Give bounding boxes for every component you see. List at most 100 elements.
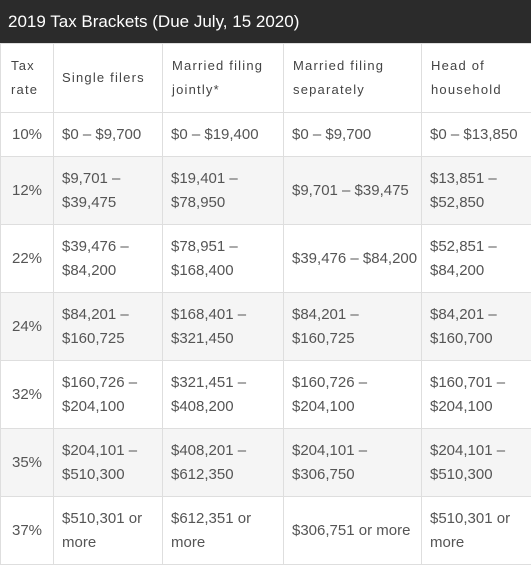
cell-line: $84,201 – <box>430 305 497 323</box>
cell-line: $0 – $9,700 <box>62 125 142 143</box>
table-row: 24% $84,201 – $160,725 $168,401 – $321,450 $8… <box>0 292 531 361</box>
header-head-of-household-line2: household <box>431 82 502 97</box>
cell-tax-rate: 37% <box>0 496 54 565</box>
table-row: 22% $39,476 – $84,200 $78,951 – $168,400 $39,… <box>0 224 531 293</box>
cell-line: $321,450 <box>171 329 234 347</box>
cell-line: more <box>62 533 97 551</box>
header-head-of-household-line1: Head of <box>431 58 485 73</box>
header-married-separately: Married filing separately <box>283 43 422 113</box>
cell-head: $52,851 – $84,200 <box>421 224 531 293</box>
cell-married-separate: $204,101 – $306,750 <box>283 428 422 497</box>
cell-single: $510,301 or more <box>53 496 163 565</box>
cell-line: $78,950 <box>171 193 226 211</box>
cell-line: $52,851 – <box>430 237 497 255</box>
cell-married-separate: $84,201 – $160,725 <box>283 292 422 361</box>
cell-line: $612,351 or <box>171 509 252 527</box>
cell-line: $0 – $9,700 <box>292 125 372 143</box>
header-married-jointly-line2: jointly* <box>172 82 220 97</box>
cell-line: $0 – $13,850 <box>430 125 518 143</box>
header-married-separately-line2: separately <box>293 82 365 97</box>
cell-line: $52,850 <box>430 193 485 211</box>
cell-line: $510,300 <box>62 465 125 483</box>
cell-single: $204,101 – $510,300 <box>53 428 163 497</box>
header-married-jointly-line1: Married filing <box>172 58 264 73</box>
cell-line: $84,201 – <box>62 305 129 323</box>
cell-line: $204,100 <box>430 397 493 415</box>
cell-line: $510,301 or <box>430 509 511 527</box>
cell-line: $9,701 – $39,475 <box>292 181 409 199</box>
cell-line: $321,451 – <box>171 373 247 391</box>
cell-head: $160,701 – $204,100 <box>421 360 531 429</box>
cell-head: $13,851 – $52,850 <box>421 156 531 225</box>
header-row: Tax rate Single filers Married filing jo… <box>0 43 531 113</box>
cell-line: more <box>430 533 465 551</box>
cell-line: $9,701 – <box>62 169 121 187</box>
table-row: 12% $9,701 – $39,475 $19,401 – $78,950 $9,701… <box>0 156 531 225</box>
tax-brackets-table: Tax rate Single filers Married filing jo… <box>0 43 531 565</box>
cell-line: $408,201 – <box>171 441 247 459</box>
cell-single: $39,476 – $84,200 <box>53 224 163 293</box>
cell-single: $84,201 – $160,725 <box>53 292 163 361</box>
cell-line: $160,725 <box>292 329 355 347</box>
cell-line: $19,401 – <box>171 169 238 187</box>
table-row: 32% $160,726 – $204,100 $321,451 – $408,200 $… <box>0 360 531 429</box>
cell-line: $510,301 or <box>62 509 143 527</box>
header-single-filers: Single filers <box>53 43 163 113</box>
cell-line: $160,726 – <box>292 373 368 391</box>
table-row: 10% $0 – $9,700 $0 – $19,400 $0 – $9,700 $0 … <box>0 112 531 157</box>
cell-line: $160,700 <box>430 329 493 347</box>
cell-single: $9,701 – $39,475 <box>53 156 163 225</box>
cell-married-joint: $78,951 – $168,400 <box>162 224 284 293</box>
cell-married-joint: $168,401 – $321,450 <box>162 292 284 361</box>
cell-married-separate: $160,726 – $204,100 <box>283 360 422 429</box>
cell-tax-rate: 32% <box>0 360 54 429</box>
cell-line: $160,726 – <box>62 373 138 391</box>
cell-line: $306,750 <box>292 465 355 483</box>
header-tax-rate: Tax rate <box>0 43 54 113</box>
header-tax-rate-line2: rate <box>11 82 39 97</box>
table-body: 10% $0 – $9,700 $0 – $19,400 $0 – $9,700 $0 … <box>0 112 531 565</box>
cell-head: $84,201 – $160,700 <box>421 292 531 361</box>
cell-line: $39,475 <box>62 193 117 211</box>
cell-tax-rate: 12% <box>0 156 54 225</box>
header-single-filers-label: Single filers <box>62 70 145 85</box>
cell-line: $204,101 – <box>430 441 506 459</box>
cell-line: $168,400 <box>171 261 234 279</box>
cell-line: $39,476 – $84,200 <box>292 249 418 267</box>
cell-married-joint: $0 – $19,400 <box>162 112 284 157</box>
table-row: 37% $510,301 or more $612,351 or more $306,75… <box>0 496 531 565</box>
cell-line: $612,350 <box>171 465 234 483</box>
cell-head: $510,301 or more <box>421 496 531 565</box>
cell-line: $204,101 – <box>292 441 368 459</box>
cell-tax-rate: 10% <box>0 112 54 157</box>
cell-line: $204,100 <box>292 397 355 415</box>
header-married-separately-line1: Married filing <box>293 58 385 73</box>
cell-married-joint: $19,401 – $78,950 <box>162 156 284 225</box>
cell-married-separate: $39,476 – $84,200 <box>283 224 422 293</box>
cell-single: $160,726 – $204,100 <box>53 360 163 429</box>
cell-line: $84,200 <box>430 261 485 279</box>
cell-married-separate: $0 – $9,700 <box>283 112 422 157</box>
table-title: 2019 Tax Brackets (Due July, 15 2020) <box>0 0 531 43</box>
cell-line: $13,851 – <box>430 169 497 187</box>
cell-line: $0 – $19,400 <box>171 125 259 143</box>
cell-line: $204,101 – <box>62 441 138 459</box>
cell-line: $306,751 or more <box>292 521 411 539</box>
cell-tax-rate: 22% <box>0 224 54 293</box>
cell-tax-rate: 35% <box>0 428 54 497</box>
cell-line: $204,100 <box>62 397 125 415</box>
cell-line: $78,951 – <box>171 237 238 255</box>
cell-line: $84,201 – <box>292 305 359 323</box>
cell-line: $160,701 – <box>430 373 506 391</box>
cell-married-separate: $306,751 or more <box>283 496 422 565</box>
cell-head: $204,101 – $510,300 <box>421 428 531 497</box>
table-row: 35% $204,101 – $510,300 $408,201 – $612,350 $… <box>0 428 531 497</box>
cell-line: $160,725 <box>62 329 125 347</box>
cell-married-separate: $9,701 – $39,475 <box>283 156 422 225</box>
cell-tax-rate: 24% <box>0 292 54 361</box>
cell-single: $0 – $9,700 <box>53 112 163 157</box>
cell-line: $168,401 – <box>171 305 247 323</box>
cell-married-joint: $408,201 – $612,350 <box>162 428 284 497</box>
header-married-jointly: Married filing jointly* <box>162 43 284 113</box>
